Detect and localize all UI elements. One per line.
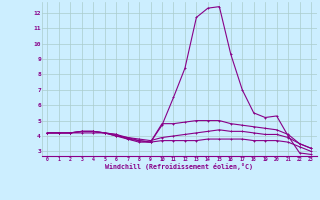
X-axis label: Windchill (Refroidissement éolien,°C): Windchill (Refroidissement éolien,°C) [105,163,253,170]
